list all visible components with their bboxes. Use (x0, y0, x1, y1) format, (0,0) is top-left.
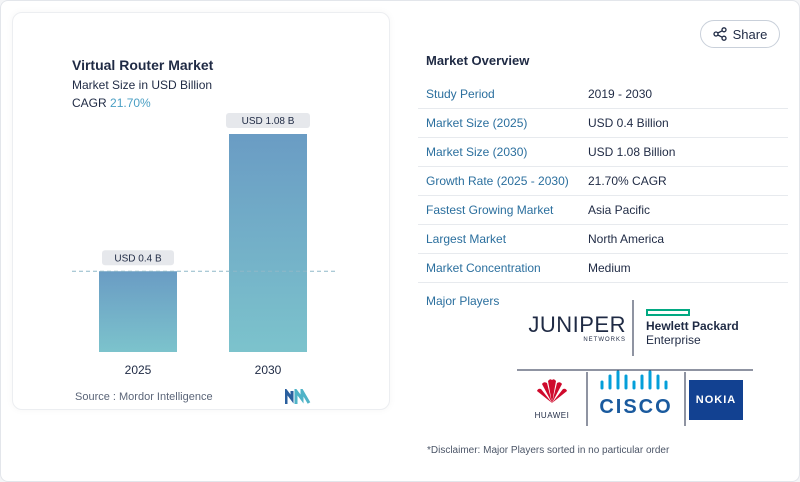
row-value: USD 1.08 Billion (588, 145, 676, 159)
row-key: Fastest Growing Market (426, 203, 554, 217)
data-label-bg (226, 113, 310, 128)
row-value: North America (588, 232, 665, 246)
cagr-value: 21.70% (110, 96, 151, 110)
hpe-line2: Enterprise (646, 333, 701, 347)
chart-card (12, 12, 390, 410)
chart-subtitle: Market Size in USD Billion (72, 78, 213, 92)
overview-row: Study Period 2019 - 2030 (418, 80, 788, 109)
bar-2030 (229, 134, 307, 352)
share-button[interactable]: Share (700, 20, 780, 48)
disclaimer: *Disclaimer: Major Players sorted in no … (427, 445, 670, 456)
nokia-logo: NOKIA (689, 380, 743, 420)
row-value: Medium (588, 261, 631, 275)
share-icon (712, 27, 727, 41)
data-label-bg (102, 250, 174, 266)
chart-cagr: CAGR 21.70% (72, 96, 151, 110)
juniper-logo: JUNIPER NETWORKS (526, 312, 626, 344)
overview-table: Study Period 2019 - 2030 Market Size (202… (418, 80, 788, 283)
overview-row: Market Size (2025) USD 0.4 Billion (418, 109, 788, 138)
chart-title: Virtual Router Market (72, 57, 214, 73)
row-key: Largest Market (426, 232, 507, 246)
cisco-logo: CISCO (593, 370, 679, 417)
overview-row: Market Concentration Medium (418, 254, 788, 283)
huawei-name: HUAWEI (534, 411, 570, 420)
row-key: Growth Rate (2025 - 2030) (426, 174, 569, 188)
bar-2025 (99, 271, 177, 352)
share-label: Share (732, 26, 768, 42)
juniper-sub: NETWORKS (583, 337, 626, 343)
huawei-petals-icon (537, 379, 567, 403)
chart-source: Source : Mordor Intelligence (75, 391, 213, 403)
mordor-logo-icon (285, 389, 311, 404)
row-key: Study Period (426, 87, 495, 101)
cisco-bars-icon (600, 370, 668, 390)
major-players-label: Major Players (426, 294, 500, 308)
cagr-label: CAGR (72, 96, 107, 110)
hpe-logo: Hewlett Packard Enterprise (646, 309, 739, 347)
huawei-logo: HUAWEI (527, 378, 577, 420)
x-tick-label: 2030 (255, 363, 282, 377)
overview-row: Growth Rate (2025 - 2030) 21.70% CAGR (418, 167, 788, 196)
cisco-name: CISCO (599, 396, 673, 418)
overview-row: Largest Market North America (418, 225, 788, 254)
overview-row: Market Size (2030) USD 1.08 Billion (418, 138, 788, 167)
row-value: 2019 - 2030 (588, 87, 653, 101)
row-value: 21.70% CAGR (588, 174, 667, 188)
row-value: USD 0.4 Billion (588, 116, 669, 130)
hpe-bar-icon (646, 309, 690, 316)
bar-chart: USD 0.4 B 2025 USD 1.08 B 2030 (72, 113, 336, 377)
row-key: Market Size (2025) (426, 116, 528, 130)
hpe-line1: Hewlett Packard (646, 319, 739, 333)
row-key: Market Size (2030) (426, 145, 528, 159)
nokia-name: NOKIA (695, 394, 737, 406)
overview-title: Market Overview (426, 53, 530, 68)
x-tick-label: 2025 (125, 363, 152, 377)
data-label: USD 0.4 B (114, 253, 162, 264)
row-key: Market Concentration (426, 261, 541, 275)
major-players-logos (517, 300, 753, 426)
overview-row: Fastest Growing Market Asia Pacific (418, 196, 788, 225)
juniper-name: JUNIPER (528, 312, 626, 337)
data-label: USD 1.08 B (242, 116, 295, 127)
row-value: Asia Pacific (588, 203, 651, 217)
